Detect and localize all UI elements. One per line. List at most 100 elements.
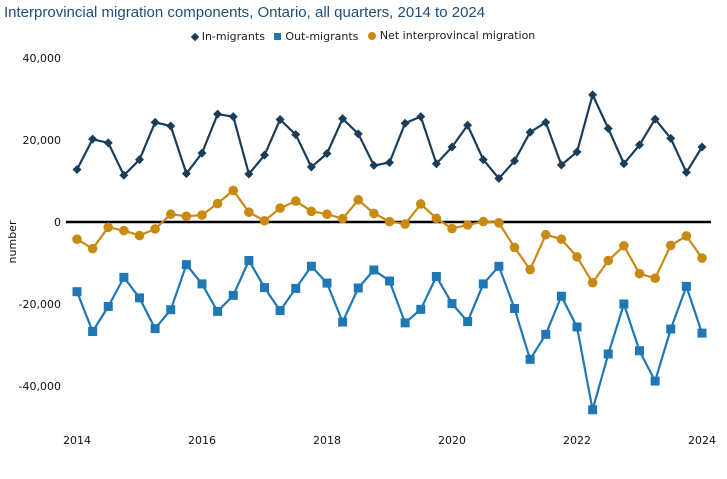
data-point-net-migration: [244, 207, 254, 217]
data-point-in-migrants: [369, 160, 379, 170]
data-point-out-migrants: [588, 405, 598, 415]
chart-title: Interprovincial migration components, On…: [4, 4, 486, 21]
data-point-net-migration: [415, 199, 426, 209]
data-point-net-migration: [384, 216, 395, 227]
data-point-out-migrants: [228, 290, 238, 300]
data-point-out-migrants: [88, 326, 98, 336]
data-point-in-migrants: [275, 115, 285, 124]
data-point-in-migrants: [541, 117, 551, 127]
data-point-net-migration: [181, 211, 192, 222]
data-point-net-migration: [556, 234, 567, 245]
x-tick-label: 2018: [313, 434, 341, 447]
data-point-net-migration: [322, 209, 332, 220]
data-point-net-migration: [212, 198, 223, 209]
data-point-net-migration: [603, 255, 614, 266]
data-point-out-migrants: [666, 324, 676, 334]
data-point-in-migrants: [650, 114, 660, 124]
legend-label-in-migrants: In-migrants: [201, 30, 265, 43]
data-point-in-migrants: [166, 121, 176, 131]
y-axis-title: number: [6, 220, 19, 263]
data-point-in-migrants: [603, 124, 613, 134]
circle-marker-icon: [367, 31, 376, 40]
data-point-out-migrants: [369, 265, 379, 275]
data-point-in-migrants: [447, 142, 457, 152]
data-point-out-migrants: [119, 272, 129, 282]
data-point-net-migration: [72, 234, 82, 245]
data-point-in-migrants: [119, 170, 129, 180]
data-point-net-migration: [525, 264, 535, 275]
data-point-in-migrants: [666, 133, 676, 143]
square-marker-icon: [274, 32, 282, 40]
data-point-net-migration: [431, 213, 442, 224]
data-point-net-migration: [540, 229, 551, 240]
data-point-net-migration: [103, 222, 114, 233]
data-point-in-migrants: [556, 160, 566, 170]
data-point-out-migrants: [150, 324, 160, 334]
data-point-net-migration: [369, 208, 379, 219]
data-point-net-migration: [165, 209, 176, 220]
data-point-in-migrants: [72, 165, 82, 175]
data-point-in-migrants: [260, 150, 269, 160]
data-point-out-migrants: [338, 317, 348, 327]
data-point-out-migrants: [463, 317, 473, 327]
data-point-net-migration: [697, 253, 707, 263]
data-point-in-migrants: [619, 159, 629, 169]
data-point-net-migration: [509, 242, 520, 253]
data-point-out-migrants: [291, 283, 301, 293]
x-tick-label: 2014: [63, 434, 91, 447]
data-point-net-migration: [87, 243, 98, 254]
data-point-in-migrants: [494, 174, 504, 184]
y-tick-label: -20,000: [19, 298, 61, 311]
data-point-net-migration: [259, 215, 270, 226]
x-tick-label: 2024: [688, 434, 716, 447]
data-point-in-migrants: [463, 120, 473, 130]
data-point-out-migrants: [213, 306, 223, 316]
y-tick-label: -40,000: [19, 380, 61, 393]
data-point-net-migration: [447, 223, 457, 234]
data-point-in-migrants: [353, 129, 363, 139]
data-point-in-migrants: [244, 169, 254, 179]
data-point-net-migration: [353, 195, 364, 205]
data-point-net-migration: [650, 273, 660, 283]
data-point-in-migrants: [103, 138, 113, 148]
data-point-net-migration: [462, 220, 473, 230]
data-point-in-migrants: [322, 149, 332, 159]
data-point-out-migrants: [650, 376, 660, 386]
data-point-net-migration: [275, 203, 285, 213]
y-tick-label: 40,000: [23, 52, 62, 65]
data-point-in-migrants: [588, 90, 598, 100]
data-point-in-migrants: [400, 118, 410, 128]
data-point-out-migrants: [603, 349, 613, 359]
data-point-in-migrants: [510, 156, 519, 166]
data-point-in-migrants: [150, 117, 160, 127]
data-point-out-migrants: [681, 281, 691, 291]
data-point-in-migrants: [416, 112, 426, 122]
data-point-out-migrants: [181, 260, 191, 270]
data-point-net-migration: [478, 216, 489, 227]
legend-label-net-migration: Net interprovincal migration: [379, 29, 536, 42]
data-point-in-migrants: [135, 155, 144, 165]
data-point-out-migrants: [260, 283, 269, 293]
data-point-out-migrants: [72, 287, 82, 297]
data-point-out-migrants: [431, 272, 441, 282]
data-point-net-migration: [634, 268, 645, 279]
data-point-in-migrants: [291, 130, 301, 140]
data-point-out-migrants: [306, 261, 316, 271]
data-point-in-migrants: [525, 127, 535, 137]
data-point-in-migrants: [431, 159, 441, 169]
data-point-net-migration: [587, 277, 598, 288]
data-point-out-migrants: [572, 322, 582, 332]
data-point-net-migration: [197, 210, 207, 220]
data-point-out-migrants: [541, 329, 551, 339]
data-point-net-migration: [150, 224, 160, 234]
data-point-out-migrants: [416, 304, 426, 314]
legend-item-in-migrants: In-migrants: [190, 30, 265, 43]
data-point-net-migration: [619, 240, 629, 251]
data-point-in-migrants: [338, 114, 348, 124]
data-point-in-migrants: [213, 109, 223, 119]
legend-item-net-migration: Net interprovincal migration: [367, 29, 536, 42]
data-point-in-migrants: [181, 169, 191, 179]
data-point-net-migration: [290, 196, 301, 206]
data-point-out-migrants: [525, 354, 535, 364]
